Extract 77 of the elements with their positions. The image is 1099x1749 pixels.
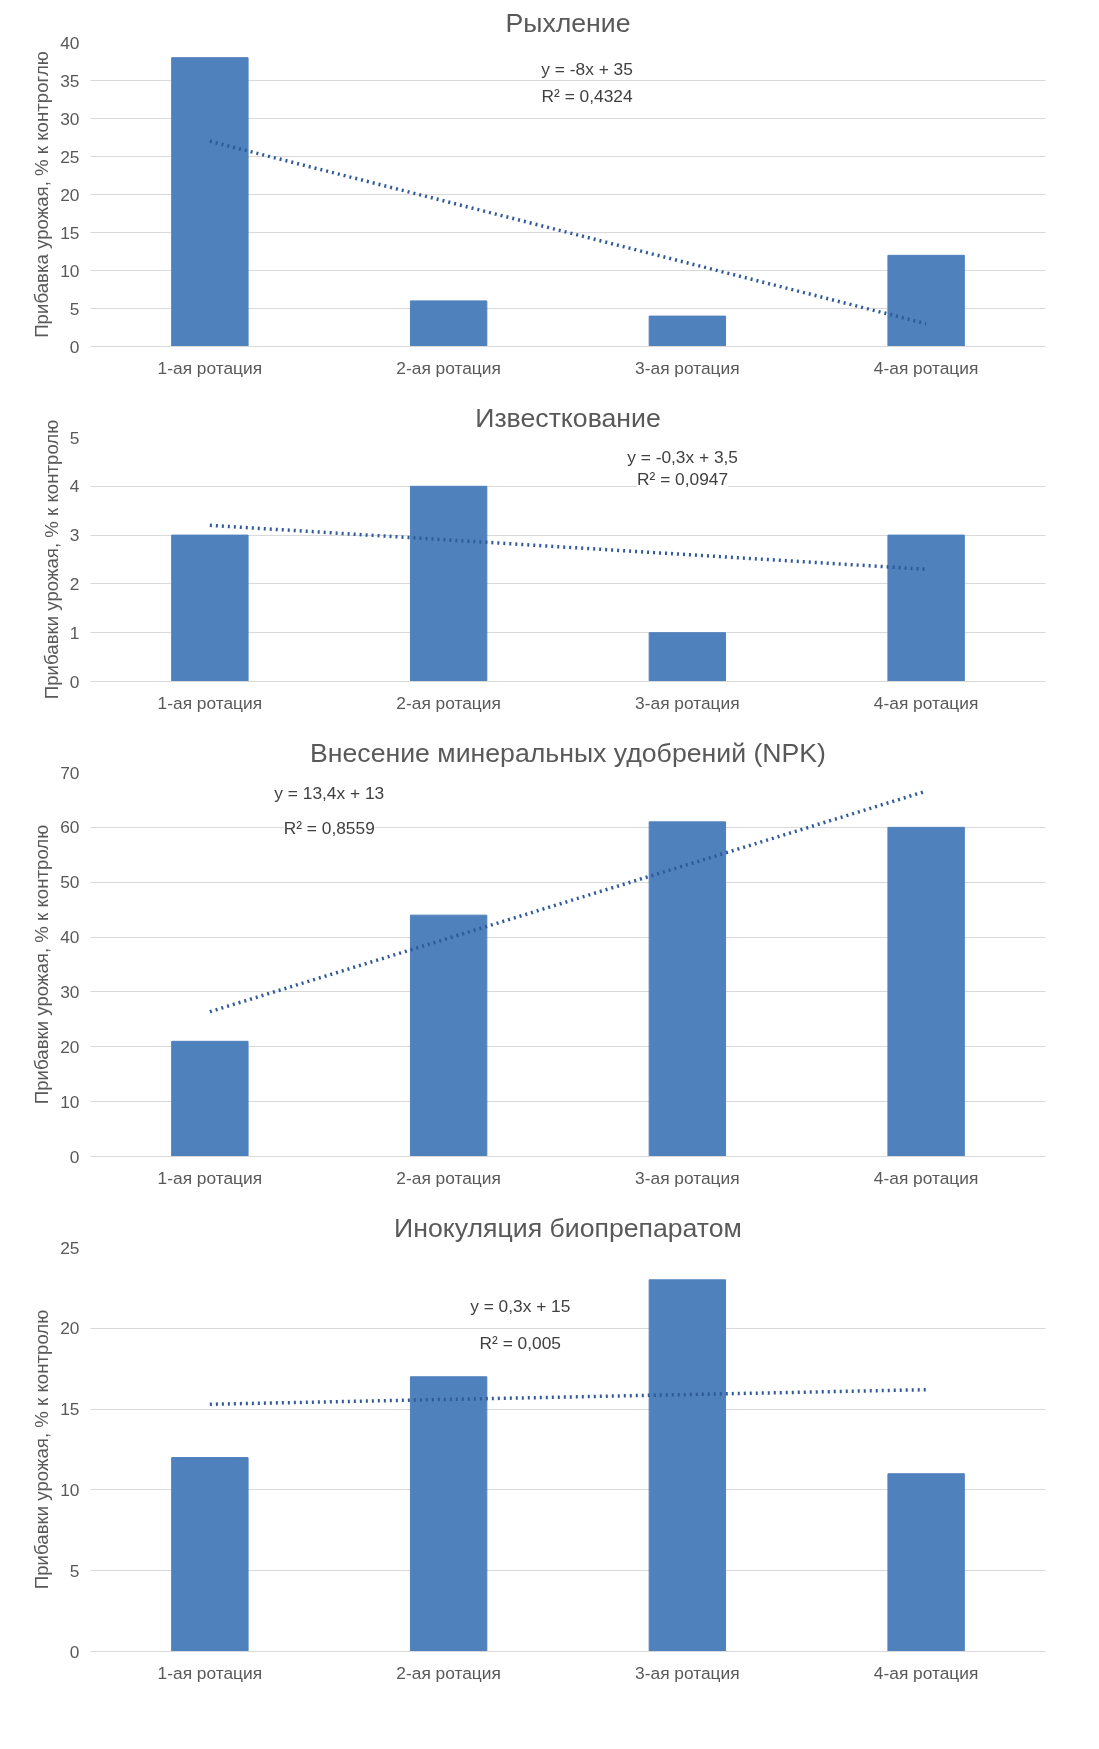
x-tick-label: 1-ая ротация xyxy=(157,357,263,378)
annotation: y = 13,4x + 13 xyxy=(274,783,385,804)
x-tick-label: 1-ая ротация xyxy=(157,1167,263,1188)
bar xyxy=(409,1376,488,1652)
x-tick-label: 2-ая ротация xyxy=(396,1662,501,1683)
x-tick-label: 4-ая ротация xyxy=(873,357,979,378)
y-tick-label: 60 xyxy=(60,817,80,838)
y-axis-title: Прибавки урожая, % к контролю xyxy=(31,824,53,1105)
annotation: R² = 0,005 xyxy=(479,1332,561,1353)
bar xyxy=(887,254,965,347)
y-tick-label: 10 xyxy=(60,1479,80,1500)
x-tick-label: 3-ая ротация xyxy=(635,1662,740,1683)
y-tick-label: 5 xyxy=(69,1560,80,1581)
annotation: R² = 0,4324 xyxy=(541,86,633,107)
y-tick-label: 70 xyxy=(60,762,80,783)
y-tick-label: 15 xyxy=(60,222,80,243)
y-tick-label: 10 xyxy=(60,1091,80,1112)
y-axis-title: Прибавка урожая, % к контроглю xyxy=(31,51,53,338)
annotation: y = -8x + 35 xyxy=(541,58,633,79)
y-tick-label: 0 xyxy=(69,1146,80,1167)
y-tick-label: 20 xyxy=(60,1036,80,1057)
bar xyxy=(648,315,727,347)
y-tick-label: 0 xyxy=(69,1641,80,1662)
y-tick-label: 50 xyxy=(60,872,80,893)
y-axis-title: Прибавки урожая, % к контролю xyxy=(40,419,62,700)
y-tick-label: 3 xyxy=(69,525,80,546)
y-tick-label: 15 xyxy=(60,1399,80,1420)
y-tick-label: 30 xyxy=(60,108,80,129)
y-tick-label: 25 xyxy=(60,1237,80,1258)
chart-title: Внесение минеральных удобрений (NPK) xyxy=(310,737,826,768)
y-tick-label: 40 xyxy=(60,32,80,53)
bar xyxy=(409,300,488,347)
bar xyxy=(887,1473,965,1652)
y-tick-label: 20 xyxy=(60,1318,80,1339)
x-tick-label: 4-ая ротация xyxy=(873,1662,979,1683)
x-tick-label: 3-ая ротация xyxy=(635,692,740,713)
x-tick-label: 3-ая ротация xyxy=(635,357,740,378)
bar xyxy=(887,826,965,1157)
y-tick-label: 35 xyxy=(60,70,80,91)
annotation: R² = 0,8559 xyxy=(283,817,375,838)
y-tick-label: 0 xyxy=(69,336,80,357)
x-tick-label: 1-ая ротация xyxy=(157,692,263,713)
bar xyxy=(648,632,727,682)
y-tick-label: 30 xyxy=(60,981,80,1002)
x-tick-label: 2-ая ротация xyxy=(396,357,501,378)
annotation: y = 0,3x + 15 xyxy=(470,1296,571,1317)
x-tick-label: 3-ая ротация xyxy=(635,1167,740,1188)
y-tick-label: 10 xyxy=(60,260,80,281)
y-tick-label: 25 xyxy=(60,146,80,167)
x-tick-label: 2-ая ротация xyxy=(396,1167,501,1188)
bar xyxy=(648,821,727,1157)
y-axis-title: Прибавки урожая, % к контролю xyxy=(31,1309,53,1590)
y-tick-label: 20 xyxy=(60,184,80,205)
bar xyxy=(648,1279,727,1652)
y-tick-label: 1 xyxy=(69,622,80,643)
chart-title: Рыхление xyxy=(505,7,631,38)
y-tick-label: 40 xyxy=(60,927,80,948)
bar xyxy=(171,1040,249,1157)
bar xyxy=(171,57,249,347)
x-tick-label: 4-ая ротация xyxy=(873,692,979,713)
x-tick-label: 4-ая ротация xyxy=(873,1167,979,1188)
x-tick-label: 1-ая ротация xyxy=(157,1662,263,1683)
bar xyxy=(171,534,249,682)
y-tick-label: 5 xyxy=(69,298,80,319)
annotation: R² = 0,0947 xyxy=(637,468,729,489)
chart-title: Инокуляция биопрепаратом xyxy=(394,1212,742,1243)
annotation: y = -0,3x + 3,5 xyxy=(627,446,738,467)
y-tick-label: 0 xyxy=(69,671,80,692)
y-tick-label: 5 xyxy=(69,427,80,448)
bar xyxy=(409,914,488,1157)
bar xyxy=(887,534,965,682)
x-tick-label: 2-ая ротация xyxy=(396,692,501,713)
y-tick-label: 4 xyxy=(69,476,80,497)
y-tick-label: 2 xyxy=(69,573,80,594)
bar xyxy=(171,1457,249,1652)
bar xyxy=(409,485,488,682)
chart-title: Известкование xyxy=(475,402,661,433)
